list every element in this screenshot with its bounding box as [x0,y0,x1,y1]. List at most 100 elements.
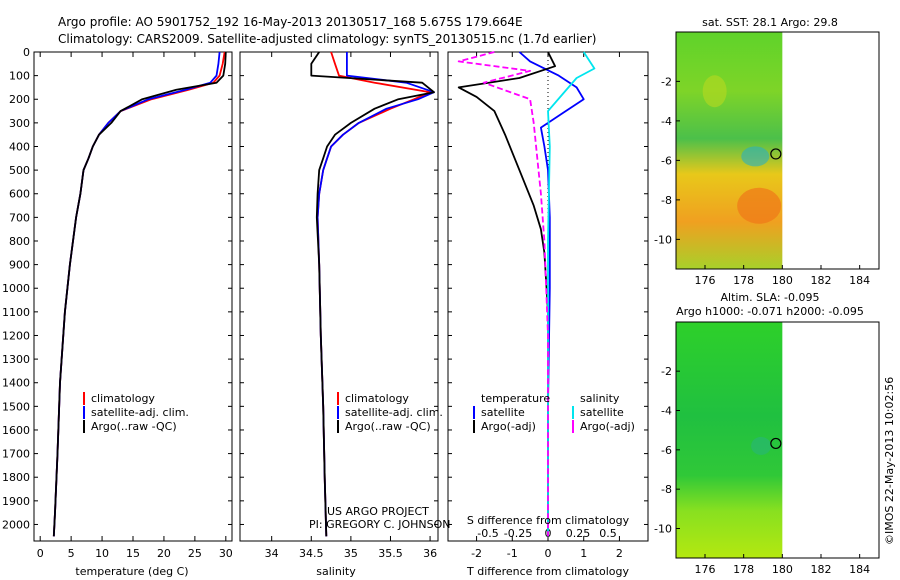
depth-tick-label: 1400 [2,377,30,390]
difference-x2tick-label: 0.5 [599,527,617,540]
sst-map-ytick-label: -4 [661,115,672,128]
sla-map-ytick-label: -8 [661,483,672,496]
sst-map-argo-marker [770,148,782,160]
depth-tick-label: 1200 [2,329,30,342]
depth-tick-label: 100 [9,70,30,83]
sst-map-panel: 176 178 180 182 184 -2 -4 -6 -8 -10 [654,31,880,287]
temperature-xtick-label: 15 [126,547,140,560]
depth-tick-label: 0 [23,46,30,59]
sla-map-frame [675,321,880,559]
series-climatology [52,51,226,537]
legend-temp-satellite: satellite [481,406,525,419]
salinity-legend: climatology satellite-adj. clim. Argo(..… [309,392,450,531]
legend-climatology: climatology [345,392,409,405]
difference-xtick-label: -2 [471,547,482,560]
sst-map-ytick-label: -10 [654,233,672,246]
difference-x2tick-label: -0.5 [477,527,498,540]
sst-map-ytick-label: -6 [661,154,672,167]
temperature-frame [33,51,233,542]
difference-xlabel: T difference from climatology [466,565,629,578]
difference-xtick-label: -1 [507,547,518,560]
series-argo-raw-qc- [310,51,435,537]
sla-map-argo-marker [770,437,782,450]
salinity-frame [239,51,439,542]
series-argo-raw-qc- [52,51,227,537]
sst-map-ytick-label: -2 [661,75,672,88]
sst-map-frame [675,31,880,270]
difference-panel: -2 -1 0 1 2-0.5 -0.25 0 0.25 0.5 [447,51,649,560]
depth-tick-label: 2000 [2,518,30,531]
temperature-xtick-label: 0 [37,547,44,560]
depth-tick-label: 1100 [2,306,30,319]
pi-label: PI: GREGORY C. JOHNSON [309,518,450,531]
sst-map-xtick-label: 176 [695,274,716,287]
legend-satellite: satellite-adj. clim. [91,406,189,419]
sla-map-ytick-label: -10 [654,523,672,536]
difference-xtick-label: 2 [616,547,623,560]
header-line2: Climatology: CARS2009. Satellite-adjuste… [58,32,596,46]
sla-map-panel: 176 178 180 182 184 -2 -4 -6 -8 -10 [654,321,880,576]
sst-map-ytick-label: -8 [661,194,672,207]
temperature-panel: 0 5 10 15 20 25 300100200300400500600700800900… [2,46,233,560]
depth-tick-label: 1700 [2,448,30,461]
project-label: US ARGO PROJECT [327,505,429,518]
series-temperature-satellite [518,51,585,537]
map-panels: 176 178 180 182 184 -2 -4 -6 -8 -10 176 178 180 182 18… [654,31,880,576]
depth-tick-label: 300 [9,117,30,130]
legend-salinity-title: salinity [580,392,620,405]
legend-argo: Argo(..raw -QC) [91,420,177,433]
series-temperature-argo-adj- [457,51,556,537]
salinity-xtick-label: 35.5 [378,547,403,560]
depth-tick-label: 200 [9,93,30,106]
temperature-xlabel: temperature (deg C) [75,565,188,578]
depth-tick-label: 600 [9,188,30,201]
temperature-xtick-label: 30 [219,547,233,560]
sla-map-subtitle: Argo h1000: -0.071 h2000: -0.095 [676,305,864,318]
salinity-xlabel: salinity [316,565,356,578]
sla-map-ytick-label: -4 [661,405,672,418]
sla-map-xtick-label: 184 [849,563,870,576]
depth-tick-label: 900 [9,259,30,272]
legend-sal-argo: Argo(-adj) [580,420,635,433]
header-line1: Argo profile: AO 5901752_192 16-May-2013… [58,15,523,29]
sla-map-title: Altim. SLA: -0.095 [720,291,819,304]
sla-map-xtick-label: 176 [695,563,716,576]
depth-tick-label: 1800 [2,471,30,484]
series-satellite-adj-clim- [316,52,435,537]
salinity-xtick-label: 34 [265,547,279,560]
difference-xtick-label: 1 [580,547,587,560]
legend-temperature-title: temperature [481,392,550,405]
depth-tick-label: 400 [9,140,30,153]
legend-argo: Argo(..raw -QC) [345,420,431,433]
series-salinity-argo-adj- [457,51,549,537]
depth-tick-label: 1000 [2,282,30,295]
salinity-xtick-label: 34.5 [299,547,324,560]
sst-map-title: sat. SST: 28.1 Argo: 29.8 [702,16,838,29]
sla-map-xtick-label: 178 [733,563,754,576]
legend-climatology: climatology [91,392,155,405]
series-climatology [316,51,432,537]
legend-satellite: satellite-adj. clim. [345,406,443,419]
depth-tick-label: 1300 [2,353,30,366]
depth-tick-label: 1600 [2,424,30,437]
salinity-xtick-label: 36 [423,547,437,560]
temperature-legend: climatology satellite-adj. clim. Argo(..… [83,392,189,433]
difference-x2tick-label: 0.25 [566,527,591,540]
difference-xtick-label: 0 [545,547,552,560]
depth-tick-label: 1500 [2,400,30,413]
sst-map-xtick-label: 180 [772,274,793,287]
temperature-xtick-label: 5 [68,547,75,560]
profile-panels: 0 5 10 15 20 25 300100200300400500600700800900… [2,46,649,560]
depth-tick-label: 500 [9,164,30,177]
sla-map-xtick-label: 182 [811,563,832,576]
sst-map-xtick-label: 178 [733,274,754,287]
legend-temp-argo: Argo(-adj) [481,420,536,433]
sst-yellow-patch [702,75,727,108]
temperature-xtick-label: 10 [95,547,109,560]
salinity-xtick-label: 35 [344,547,358,560]
salinity-panel: 34 34.5 35 35.5 36 [239,51,439,560]
sst-cool-patch [741,146,770,167]
temperature-xtick-label: 20 [157,547,171,560]
series-satellite-adj-clim- [52,51,221,537]
